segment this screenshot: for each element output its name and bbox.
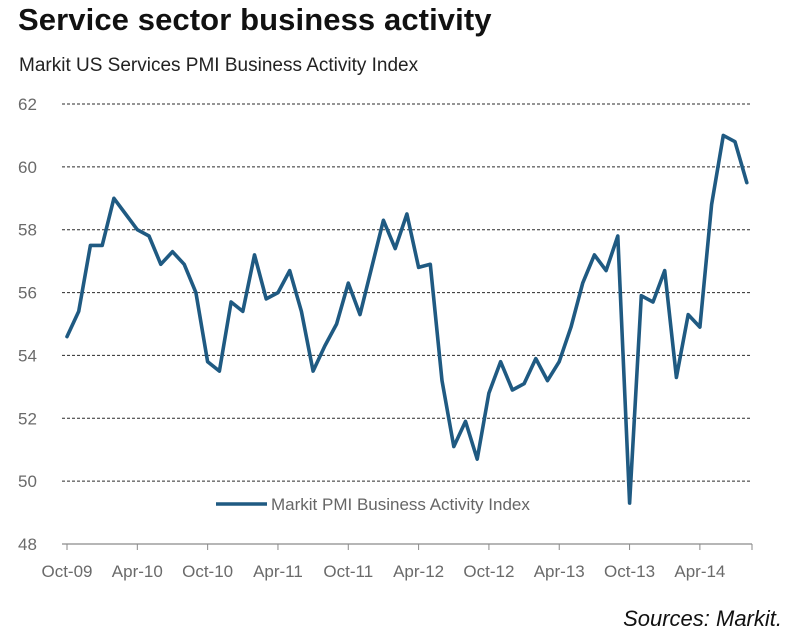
x-tick-label: Oct-10 — [182, 562, 233, 581]
y-tick-label: 52 — [18, 409, 37, 428]
legend-label: Markit PMI Business Activity Index — [271, 495, 530, 514]
x-tick-label: Apr-13 — [534, 562, 585, 581]
x-tick-label: Oct-11 — [323, 562, 373, 581]
series-line — [65, 133, 749, 505]
x-tick-label: Oct-13 — [604, 562, 655, 581]
y-tick-label: 50 — [18, 472, 37, 491]
grid-lines — [62, 103, 752, 482]
chart-title: Service sector business activity — [18, 2, 492, 37]
x-tick-labels: Oct-09 Apr-10 Oct-10 Apr-11 Oct-11 Apr-12 Oct-… — [41, 562, 725, 581]
axes — [62, 543, 753, 550]
y-tick-label: 48 — [18, 535, 37, 554]
source-note: Sources: Markit. — [623, 606, 782, 631]
x-tick-label: Apr-14 — [674, 562, 725, 581]
y-tick-label: 54 — [18, 346, 37, 365]
y-tick-label: 62 — [18, 95, 37, 114]
chart-subtitle: Markit US Services PMI Business Activity… — [19, 55, 419, 76]
y-tick-label: 60 — [18, 158, 37, 177]
x-tick-label: Apr-12 — [393, 562, 444, 581]
series-layer — [65, 133, 749, 505]
x-tick-label: Oct-12 — [463, 562, 514, 581]
y-tick-labels: 48 50 52 54 56 58 60 62 — [18, 95, 37, 554]
y-tick-label: 56 — [18, 284, 37, 303]
x-tick-label: Apr-10 — [112, 562, 163, 581]
y-tick-label: 58 — [18, 221, 37, 240]
legend: Markit PMI Business Activity Index — [216, 495, 530, 514]
x-tick-label: Apr-11 — [253, 562, 303, 581]
x-tick-label: Oct-09 — [41, 562, 92, 581]
